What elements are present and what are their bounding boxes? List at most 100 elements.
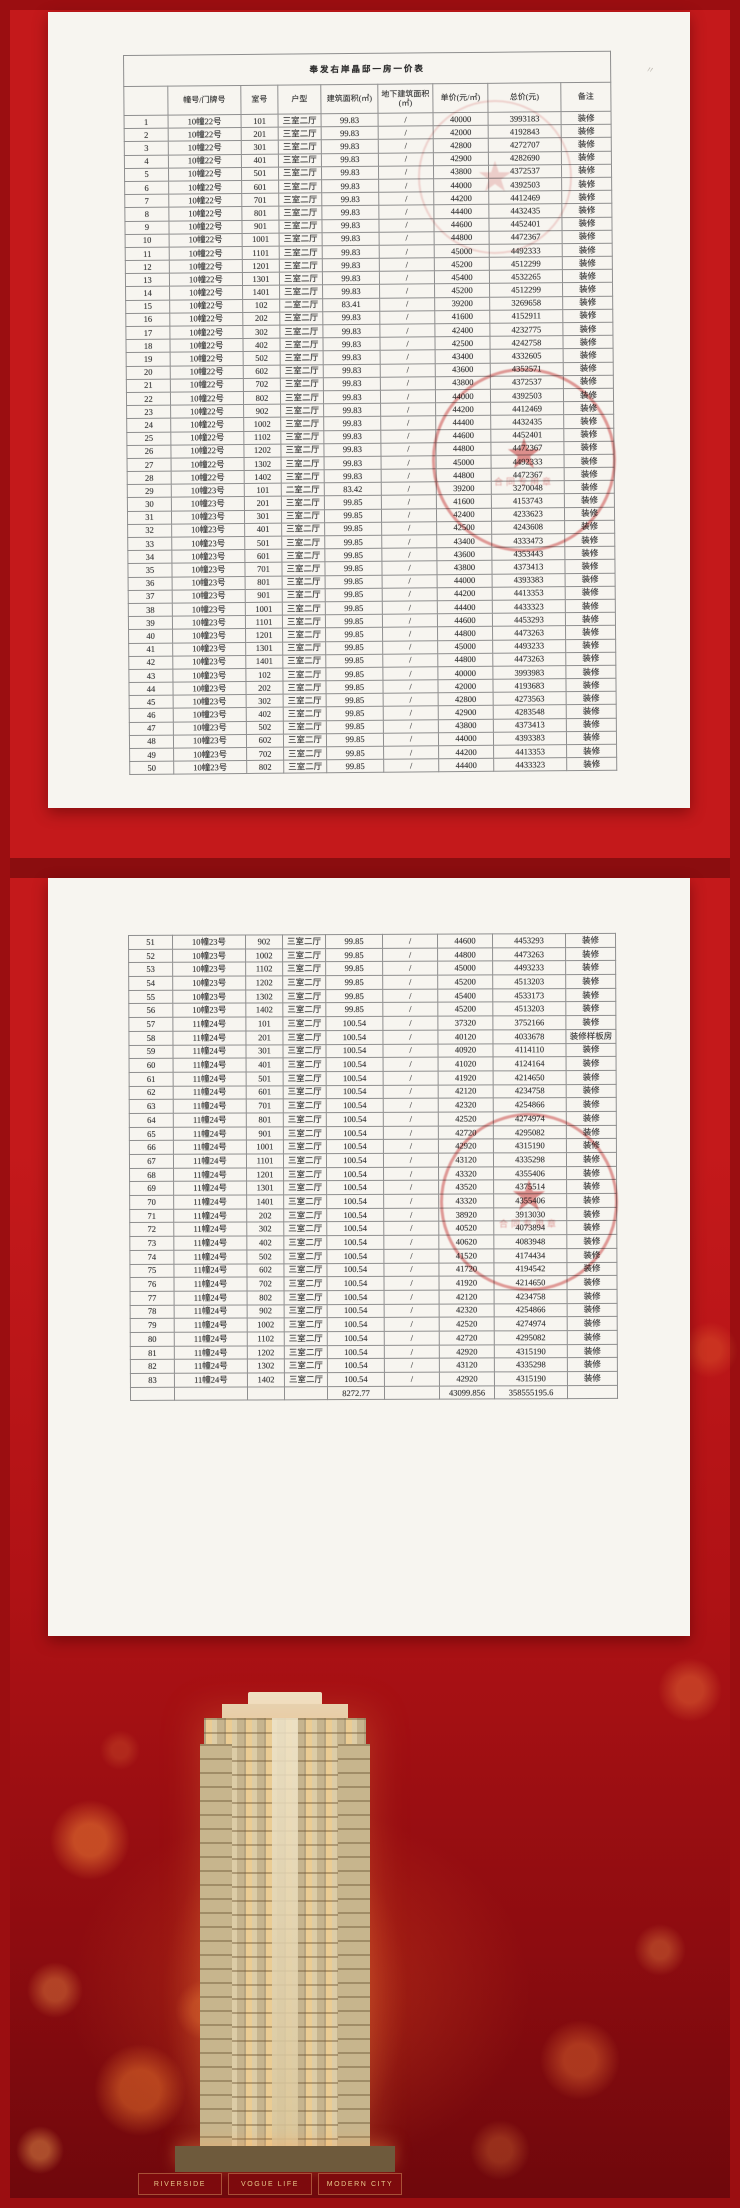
- table-cell: 装修: [562, 269, 613, 284]
- table-cell: 70: [129, 1195, 174, 1210]
- table-cell: /: [379, 231, 435, 246]
- table-cell: 装修: [567, 1343, 618, 1358]
- table-cell: 45200: [437, 1002, 493, 1017]
- table-cell: 38: [128, 603, 173, 617]
- table-cell: 99.85: [325, 653, 383, 668]
- table-cell: 30: [127, 497, 172, 512]
- table-cell: 4152911: [489, 309, 563, 324]
- table-cell: 装修: [562, 335, 614, 350]
- table-cell: 4243608: [491, 520, 565, 535]
- table-cell: 101: [244, 483, 282, 497]
- table-cell: 4274974: [493, 1111, 567, 1126]
- table-cell: 10幢22号: [169, 246, 243, 261]
- table-cell: 三室二厅: [283, 1112, 327, 1127]
- table-cell: 装修: [567, 1371, 618, 1386]
- table-cell: 45200: [434, 257, 490, 272]
- table-cell: 42520: [438, 1111, 494, 1126]
- table-cell: 4272707: [488, 138, 562, 152]
- table-cell: 902: [243, 404, 281, 418]
- table-cell: 42320: [438, 1098, 494, 1113]
- table-cell: 4274974: [494, 1316, 568, 1331]
- table-cell: /: [382, 574, 438, 589]
- table-cell: 100.54: [326, 1276, 385, 1291]
- table-cell: 装修: [564, 467, 615, 481]
- table-cell: 54: [128, 976, 173, 991]
- table-cell: 装修: [561, 203, 613, 218]
- table-cell: 26: [126, 444, 172, 459]
- table-cell: 40520: [438, 1221, 494, 1236]
- table-cell: 装修: [564, 546, 616, 561]
- table-cell: 4174434: [493, 1248, 567, 1263]
- table-cell: 99.83: [322, 284, 380, 299]
- table-cell: 4242758: [489, 335, 564, 350]
- table-cell: 三室二厅: [283, 1139, 327, 1154]
- table-cell: 11幢24号: [173, 1263, 247, 1278]
- table-cell: 4433323: [493, 757, 567, 772]
- table-cell: 41020: [438, 1057, 494, 1072]
- table-cell: 装修: [565, 612, 616, 626]
- table-cell: 三室二厅: [279, 245, 323, 260]
- table-cell: 99.85: [325, 680, 384, 695]
- table-cell: 三室二厅: [279, 232, 323, 247]
- table-cell: 601: [241, 180, 279, 194]
- table-cell: 10幢23号: [171, 496, 245, 511]
- table-cell: 43320: [438, 1193, 494, 1208]
- table-cell: 44600: [435, 428, 491, 443]
- table-cell: 10幢22号: [169, 259, 243, 274]
- table-cell: 40120: [437, 1029, 493, 1044]
- table-cell: 三室二厅: [282, 1003, 326, 1017]
- table-cell: 10幢22号: [169, 325, 243, 340]
- table-cell: 10幢22号: [168, 180, 242, 195]
- table-cell: 10幢22号: [169, 272, 243, 287]
- table-cell: 41: [128, 642, 173, 657]
- table-cell: 4353443: [491, 546, 565, 561]
- table-cell: 10幢23号: [173, 721, 247, 735]
- table-cell: 4372537: [490, 375, 564, 390]
- table-cell: 三室二厅: [280, 364, 324, 378]
- table-cell: 10幢23号: [172, 1003, 246, 1018]
- table-cell: 11幢24号: [174, 1345, 248, 1360]
- table-cell: 11: [125, 246, 170, 261]
- table-cell: 4233623: [491, 507, 565, 522]
- building-crown-step: [222, 1704, 348, 1718]
- table-cell: 三室二厅: [284, 1372, 328, 1387]
- table-cell: /: [383, 732, 439, 747]
- table-cell: 4532265: [489, 269, 563, 284]
- table-cell: 10幢23号: [173, 760, 247, 775]
- table-cell: 三室二厅: [281, 535, 325, 550]
- table-cell: 99.83: [323, 429, 381, 444]
- table-cell: 三室二厅: [280, 351, 324, 365]
- table-cell: 装修: [562, 322, 614, 336]
- table-cell: 66: [129, 1140, 174, 1155]
- table-cell: 装修: [566, 1193, 617, 1208]
- table-cell: 42: [128, 655, 173, 670]
- table-cell: 装修: [567, 1316, 618, 1331]
- building-render: [115, 1692, 455, 2208]
- table-cell: 4214650: [493, 1275, 568, 1290]
- table-cell: 64: [129, 1113, 174, 1128]
- table-cell: 4124164: [493, 1056, 567, 1071]
- table-cell: 三室二厅: [282, 962, 326, 976]
- table-cell: 10幢23号: [172, 681, 247, 696]
- table-cell: /: [382, 1016, 438, 1031]
- table-cell: 11幢24号: [174, 1304, 248, 1319]
- table-cell: /: [382, 1002, 438, 1017]
- table-cell: 802: [246, 760, 284, 774]
- table-cell: /: [383, 1057, 439, 1072]
- table-cell: 1202: [247, 1345, 285, 1360]
- building-wing-right: [338, 1744, 370, 2146]
- table-cell: 三室二厅: [282, 948, 326, 963]
- table-cell: 10幢23号: [172, 948, 246, 963]
- table-cell: 101: [241, 114, 279, 128]
- table-cell: 302: [246, 694, 284, 708]
- table-cell: 4335298: [493, 1152, 567, 1167]
- table-cell: 38920: [438, 1207, 494, 1222]
- table-cell: 51: [128, 935, 173, 950]
- table-cell: 4234758: [493, 1084, 567, 1099]
- table-cell: 53: [128, 962, 173, 977]
- table-cell: 41920: [438, 1276, 495, 1291]
- table-cell: 1302: [244, 457, 282, 471]
- table-cell: 4393383: [492, 573, 566, 588]
- table-cell: 10幢22号: [170, 378, 244, 393]
- table-cell: 装修: [566, 1261, 617, 1276]
